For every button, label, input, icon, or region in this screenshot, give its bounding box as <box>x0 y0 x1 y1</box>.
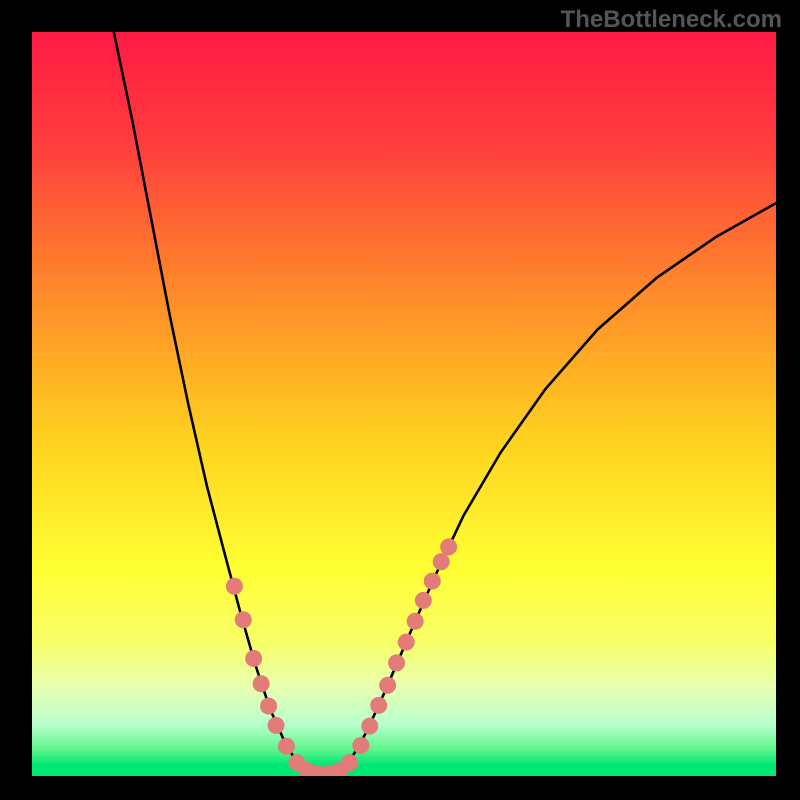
plot-area <box>32 32 776 776</box>
data-marker <box>433 553 450 570</box>
watermark-text: TheBottleneck.com <box>561 6 782 34</box>
plot-svg <box>32 32 776 776</box>
data-marker <box>235 611 252 628</box>
data-marker <box>341 754 358 771</box>
data-marker <box>361 718 378 735</box>
data-marker <box>407 613 424 630</box>
data-marker <box>440 538 457 555</box>
data-marker <box>370 697 387 714</box>
data-marker <box>379 677 396 694</box>
data-marker <box>352 737 369 754</box>
data-marker <box>260 698 277 715</box>
data-marker <box>415 592 432 609</box>
data-marker <box>424 573 441 590</box>
data-marker <box>226 578 243 595</box>
data-marker <box>388 654 405 671</box>
data-marker <box>268 717 285 734</box>
chart-frame: TheBottleneck.com <box>0 0 800 800</box>
data-marker <box>278 738 295 755</box>
data-marker <box>398 634 415 651</box>
data-marker <box>253 675 270 692</box>
data-marker <box>245 650 262 667</box>
